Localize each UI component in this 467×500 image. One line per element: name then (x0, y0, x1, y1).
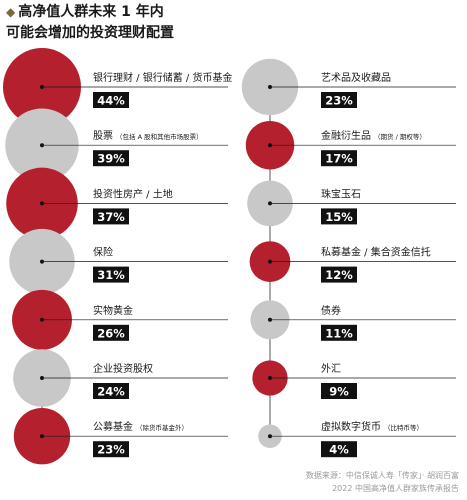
value-badge (321, 92, 357, 108)
value-label: 37% (97, 210, 125, 224)
bubble-item: 债券 11% (250, 300, 456, 341)
value-badge (321, 441, 357, 458)
value-label: 39% (97, 152, 125, 166)
bubble-item: 私募基金 / 集合资金信托 12% (249, 241, 456, 283)
value-label: 17% (325, 152, 353, 166)
value-badge (93, 92, 129, 108)
value-badge (93, 383, 129, 399)
value-label: 44% (97, 94, 125, 108)
value-label: 15% (325, 210, 353, 224)
value-label: 26% (97, 326, 125, 340)
category-label: 珠宝玉石 (321, 187, 361, 200)
category-note: （期货 / 期权等） (374, 132, 426, 141)
value-badge (93, 441, 129, 458)
category-label: 债券 (321, 304, 341, 317)
bubble-item: 实物黄金 26% (12, 289, 228, 350)
chart-title-text: 高净值人群未来 1 年内 (18, 4, 164, 20)
value-label: 24% (97, 385, 125, 399)
diamond-bullet-icon: ◆ (6, 5, 16, 19)
value-label: 4% (329, 443, 349, 457)
value-badge (321, 208, 357, 225)
source-note: 数据来源：中信保诚人寿「传家」· 胡润百富 2022 中国高净值人群家族传承报告 (306, 469, 459, 495)
bubble-item: 公募基金 （除货币基金外） 23% (13, 408, 228, 465)
chart-title: ◆ 高净值人群未来 1 年内 (6, 3, 164, 21)
category-label: 股票 (93, 130, 113, 142)
value-badge (93, 266, 129, 283)
category-label: 私募基金 / 集合资金信托 (321, 246, 431, 259)
category-label: 外汇 (321, 362, 341, 375)
bubble-item: 外汇 9% (252, 360, 456, 399)
bubble-item: 金融衍生品 （期货 / 期权等） 17% (245, 120, 456, 170)
category-note: （包括 A 股和其他市场股票） (116, 132, 203, 141)
category-label: 金融衍生品 (321, 129, 371, 142)
category-label: 艺术品及收藏品 (321, 71, 391, 84)
category-label: 虚拟数字货币 (321, 420, 381, 433)
value-badge (321, 150, 357, 167)
bubble-item: 珠宝玉石 15% (247, 180, 456, 227)
bubble-item: 艺术品及收藏品 23% (241, 58, 456, 116)
bubble-item: 投资性房产 / 土地 37% (6, 167, 228, 240)
bubble-item: 虚拟数字货币 （比特币等） 4% (258, 420, 456, 458)
value-label: 31% (97, 268, 125, 282)
bubble-item: 银行理财 / 银行储蓄 / 货币基金 44% (3, 48, 232, 126)
bubble-item: 企业投资股权 24% (13, 349, 228, 407)
value-label: 9% (329, 385, 349, 399)
category-label: 保险 (93, 246, 113, 259)
category-label: 投资性房产 / 土地 (93, 187, 173, 200)
bubble-item: 股票 （包括 A 股和其他市场股票） 39% (5, 108, 228, 182)
category-label: 公募基金 (93, 420, 133, 433)
category-note: （比特币等） (384, 423, 423, 432)
category-note: （除货币基金外） (136, 423, 188, 432)
value-badge (93, 150, 129, 167)
value-badge (93, 208, 129, 225)
chart-subtitle: 可能会增加的投资理财配置 (6, 25, 174, 41)
value-label: 23% (325, 94, 353, 108)
value-badge (93, 324, 129, 341)
category-label: 企业投资股权 (93, 362, 153, 375)
bubble-item: 保险 31% (9, 228, 228, 295)
value-badge (321, 266, 357, 283)
category-label: 实物黄金 (93, 304, 133, 317)
value-badge (321, 383, 357, 399)
value-label: 11% (325, 326, 353, 340)
value-label: 12% (325, 268, 353, 282)
category-label: 银行理财 / 银行储蓄 / 货币基金 (93, 71, 232, 84)
value-label: 23% (97, 443, 125, 457)
source-line-1: 数据来源：中信保诚人寿「传家」· 胡润百富 (305, 471, 459, 480)
source-line-2: 2022 中国高净值人群家族传承报告 (332, 484, 459, 493)
value-badge (321, 324, 357, 341)
